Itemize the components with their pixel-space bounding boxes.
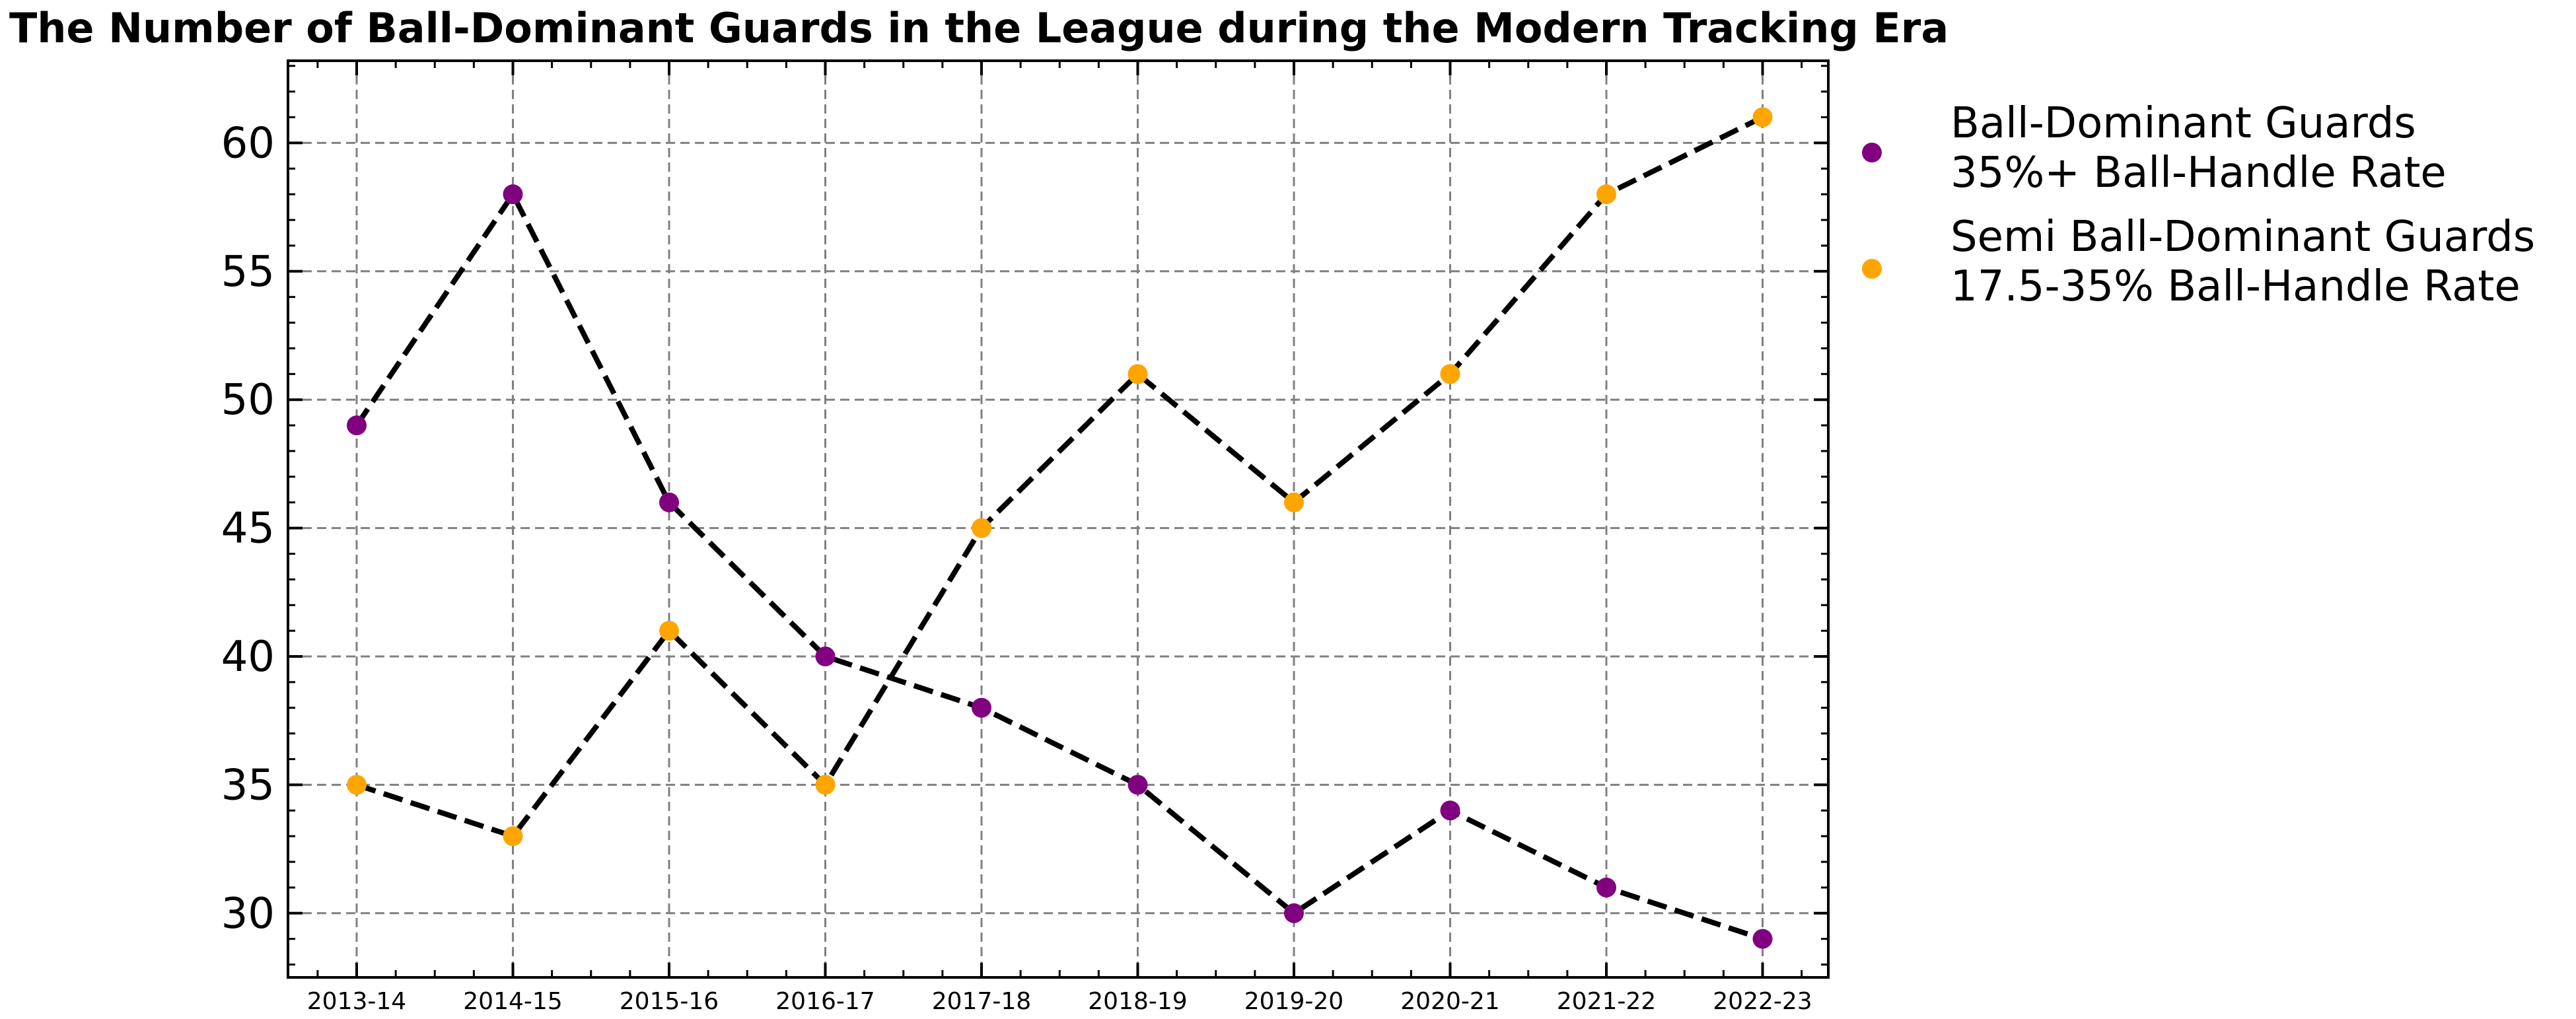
x-tick-label: 2017-18 xyxy=(932,988,1031,1015)
y-tick-label: 40 xyxy=(221,633,275,682)
data-point-series-1 xyxy=(1127,775,1148,795)
plot-frame xyxy=(287,59,1830,979)
data-point-series-2 xyxy=(503,826,523,847)
x-tick-label: 2013-14 xyxy=(307,988,406,1015)
y-tick-label: 30 xyxy=(221,890,275,938)
legend-label-series-2: Semi Ball-Dominant Guards xyxy=(1950,213,2535,262)
y-tick-label: 60 xyxy=(221,119,275,168)
data-point-series-1 xyxy=(1284,903,1304,923)
x-tick-label: 2021-22 xyxy=(1557,988,1656,1015)
data-point-series-1 xyxy=(1440,800,1460,821)
data-point-series-1 xyxy=(972,697,991,718)
data-point-series-2 xyxy=(1127,364,1148,384)
legend-label-series-1: 35%+ Ball-Handle Rate xyxy=(1950,149,2447,197)
y-axis-tick-labels: 30 35 40 45 50 55 60 xyxy=(221,119,275,938)
data-point-series-1 xyxy=(659,492,679,512)
series-lines xyxy=(347,107,1773,949)
data-point-series-1 xyxy=(503,184,523,205)
data-point-series-2 xyxy=(347,775,367,795)
series-line-1 xyxy=(354,192,1764,942)
legend-marker-series-2 xyxy=(1862,259,1882,279)
x-tick-label: 2014-15 xyxy=(463,988,562,1015)
data-point-series-2 xyxy=(815,775,836,795)
y-tick-label: 50 xyxy=(221,376,275,425)
data-point-series-2 xyxy=(659,621,679,641)
data-point-series-2 xyxy=(1440,364,1460,384)
data-point-series-1 xyxy=(1752,929,1773,949)
y-tick-label: 55 xyxy=(221,248,275,297)
y-tick-label: 45 xyxy=(221,505,275,553)
x-tick-label: 2019-20 xyxy=(1244,988,1343,1015)
data-point-series-1 xyxy=(1596,877,1616,897)
x-tick-label: 2015-16 xyxy=(620,988,719,1015)
legend-label-series-2: 17.5-35% Ball-Handle Rate xyxy=(1950,262,2521,311)
legend-marker-series-1 xyxy=(1862,143,1882,162)
legend-label-series-1: Ball-Dominant Guards xyxy=(1950,99,2416,148)
x-tick-label: 2022-23 xyxy=(1713,988,1812,1015)
chart-title: The Number of Ball-Dominant Guards in th… xyxy=(9,4,1949,52)
x-tick-label: 2018-19 xyxy=(1088,988,1187,1015)
data-point-series-1 xyxy=(347,415,367,436)
grid xyxy=(288,61,1828,977)
data-point-series-2 xyxy=(1752,107,1773,127)
data-point-series-2 xyxy=(1596,184,1616,205)
x-axis-tick-labels: 2013-14 2014-15 2015-16 2016-17 2017-18 2018-… xyxy=(307,988,1812,1015)
data-point-series-2 xyxy=(972,518,991,538)
data-point-series-2 xyxy=(1284,492,1304,512)
data-point-series-1 xyxy=(815,647,836,667)
x-tick-label: 2020-21 xyxy=(1400,988,1499,1015)
x-tick-label: 2016-17 xyxy=(775,988,875,1015)
y-tick-label: 35 xyxy=(221,761,275,810)
series-line-2 xyxy=(355,114,1764,839)
